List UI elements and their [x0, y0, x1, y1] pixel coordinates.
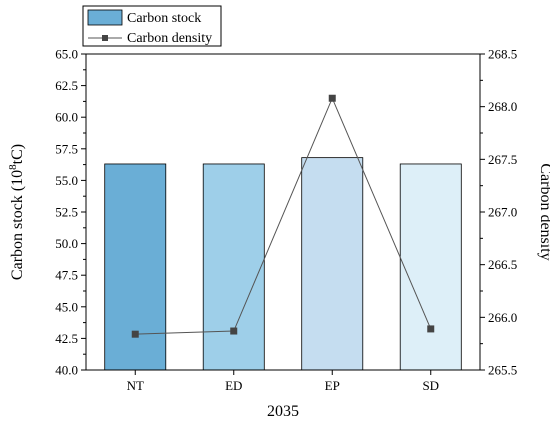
- left-axis-title-main: Carbon stock (10: [9, 170, 26, 280]
- right-axis: 265.5 266.0 266.5 267.0 267.5 268.0 268.5: [480, 47, 517, 378]
- left-axis-title-sup: 8: [7, 164, 19, 170]
- x-tick-label: SD: [422, 378, 439, 393]
- density-point-ed: [230, 327, 238, 335]
- x-tick-label: EP: [325, 378, 340, 393]
- left-tick-label: 57.5: [55, 141, 78, 156]
- left-tick-label: 55.0: [55, 173, 78, 188]
- line-series: [131, 94, 435, 338]
- legend-swatch-carbon-stock: [87, 9, 123, 26]
- left-axis: 40.0 42.5 45.0 47.5 50.0 52.5 55.0 57.5 60.0 62.5…: [55, 47, 86, 378]
- density-point-nt: [131, 330, 139, 338]
- left-tick-label: 52.5: [55, 205, 78, 220]
- left-tick-label: 65.0: [55, 47, 78, 62]
- x-axis: NT ED EP SD: [127, 370, 439, 393]
- bar-ep: [301, 157, 364, 371]
- left-tick-label: 62.5: [55, 78, 78, 93]
- right-tick-label: 267.5: [488, 152, 517, 167]
- x-tick-label: ED: [225, 378, 242, 393]
- legend-label-carbon-stock: Carbon stock: [127, 11, 201, 26]
- left-tick-label: 50.0: [55, 236, 78, 251]
- right-axis-title: Carbon density: [537, 163, 550, 260]
- left-axis-title: Carbon stock (108tC): [7, 144, 26, 280]
- bar-sd: [399, 163, 462, 371]
- right-tick-label: 266.0: [488, 310, 517, 325]
- right-tick-label: 266.5: [488, 257, 517, 272]
- right-tick-label: 267.0: [488, 205, 517, 220]
- density-point-sd: [427, 325, 435, 333]
- left-tick-label: 60.0: [55, 110, 78, 125]
- bar-series: [104, 157, 462, 371]
- left-tick-label: 47.5: [55, 268, 78, 283]
- x-tick-label: NT: [127, 378, 144, 393]
- legend-label-carbon-density: Carbon density: [127, 31, 212, 46]
- right-tick-label: 268.5: [488, 47, 517, 62]
- legend-marker-carbon-density: [102, 35, 108, 41]
- right-tick-label: 268.0: [488, 99, 517, 114]
- left-axis-title-end: tC): [9, 144, 26, 164]
- left-tick-label: 40.0: [55, 363, 78, 378]
- left-tick-label: 45.0: [55, 299, 78, 314]
- bar-nt: [104, 163, 167, 371]
- left-tick-label: 42.5: [55, 331, 78, 346]
- density-point-ep: [328, 94, 336, 102]
- right-tick-label: 265.5: [488, 363, 517, 378]
- bar-ed: [202, 163, 265, 371]
- density-line: [135, 96, 432, 335]
- x-axis-title: 2035: [267, 403, 299, 420]
- legend: Carbon stock Carbon density: [82, 5, 222, 47]
